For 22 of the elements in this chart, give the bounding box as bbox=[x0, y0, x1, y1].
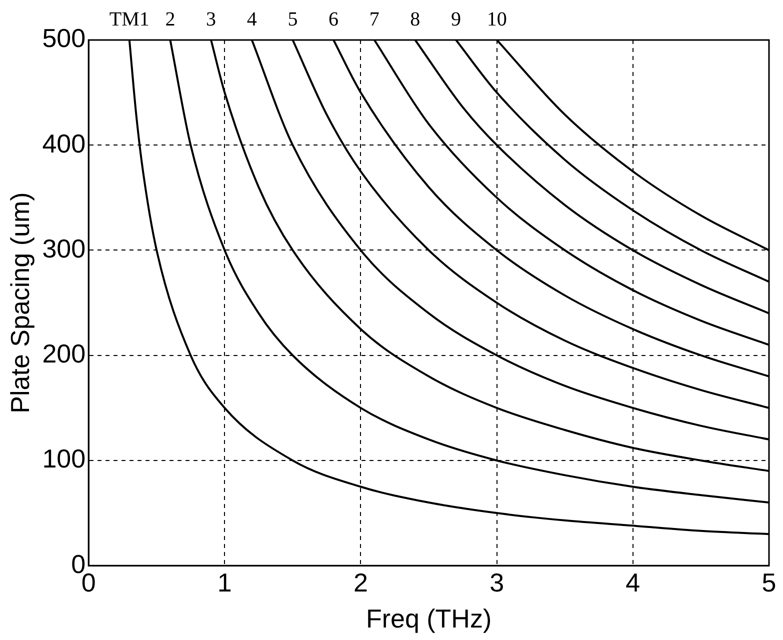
x-axis-title: Freq (THz) bbox=[366, 604, 492, 634]
y-tick-label: 200 bbox=[42, 338, 86, 369]
series-label: 7 bbox=[369, 8, 380, 30]
series-label: 6 bbox=[328, 8, 339, 30]
x-tick-label: 4 bbox=[626, 567, 640, 598]
series-label: TM1 bbox=[109, 8, 150, 30]
series-label: 8 bbox=[410, 8, 420, 30]
x-tick-label: 5 bbox=[762, 567, 776, 598]
y-tick-label: 100 bbox=[42, 444, 86, 474]
series-label: 10 bbox=[486, 8, 507, 30]
y-tick-label: 400 bbox=[42, 128, 86, 158]
series-label: 5 bbox=[288, 8, 298, 30]
x-tick-label: 3 bbox=[490, 567, 504, 598]
series-label: 9 bbox=[451, 8, 462, 30]
y-axis-title: Plate Spacing (um) bbox=[4, 192, 35, 414]
y-tick-label: 300 bbox=[42, 233, 86, 264]
series-label: 3 bbox=[206, 8, 216, 30]
series-label: 4 bbox=[246, 8, 257, 30]
series-label: 2 bbox=[165, 8, 176, 30]
x-tick-label: 1 bbox=[217, 567, 232, 598]
x-tick-label: 2 bbox=[354, 567, 368, 598]
y-tick-label: 500 bbox=[42, 23, 86, 54]
